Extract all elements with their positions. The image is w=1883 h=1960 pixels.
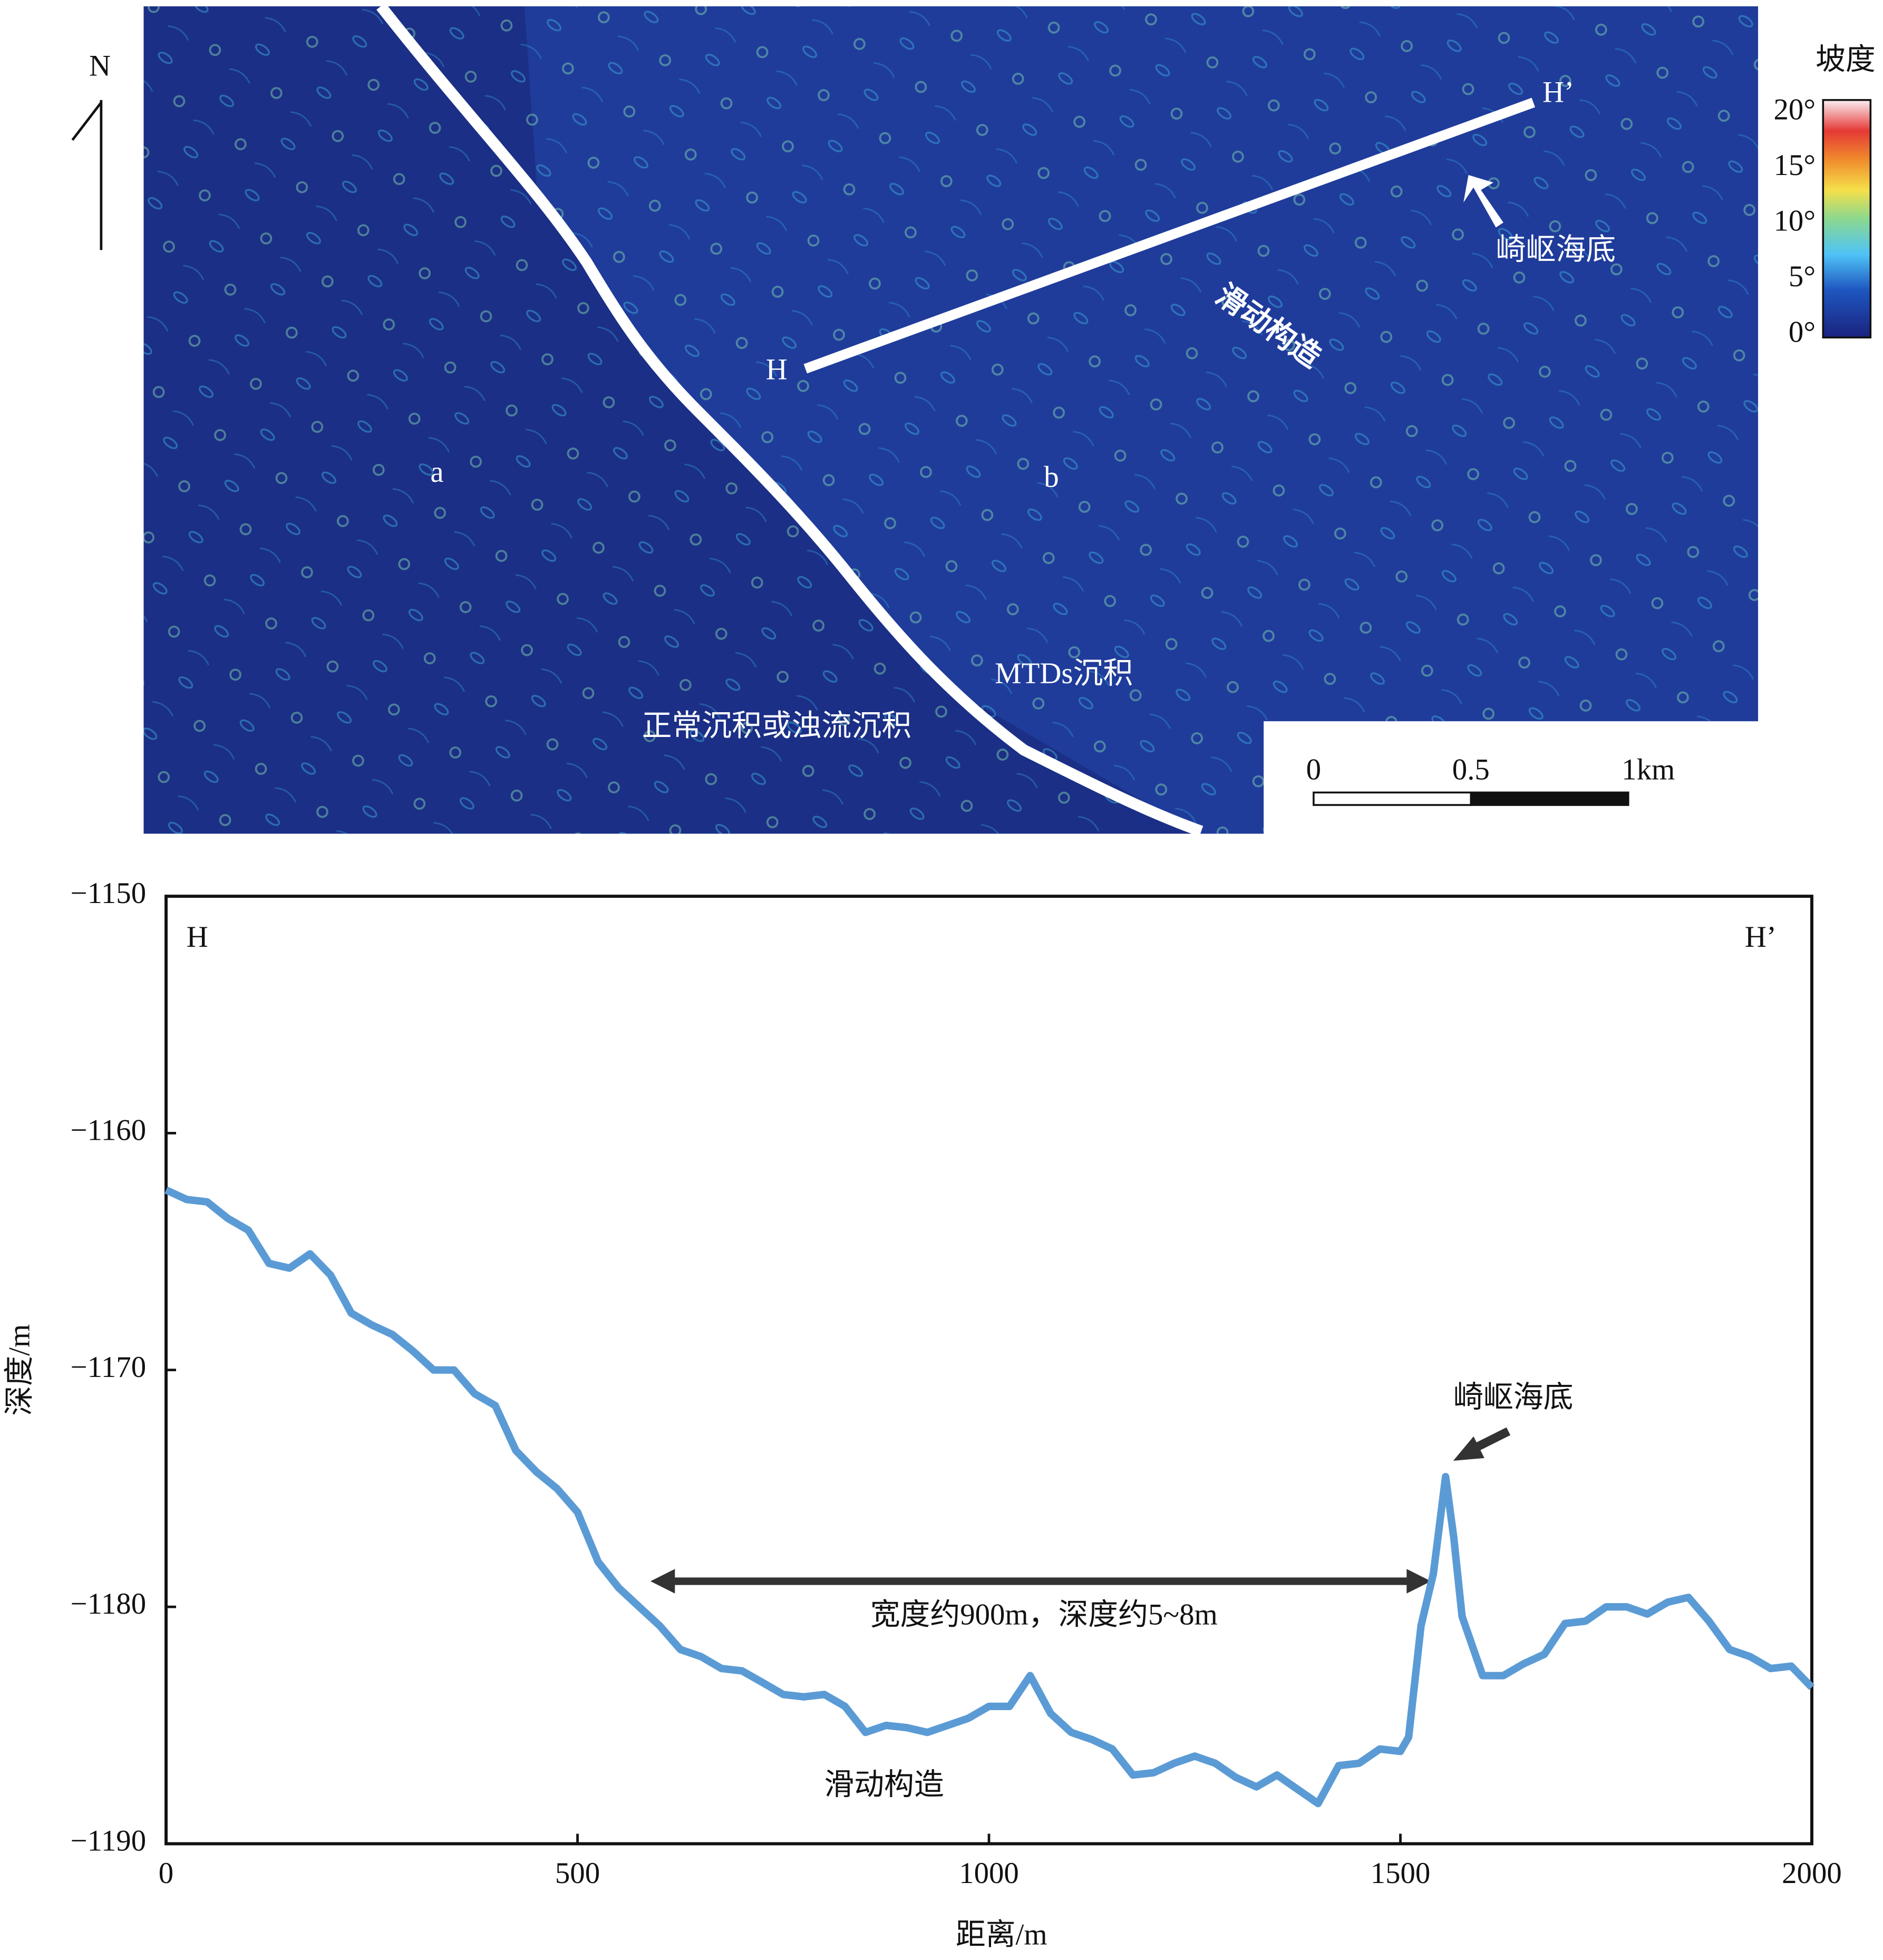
- map-label: H’: [1542, 75, 1574, 109]
- colorbar: [1822, 99, 1872, 338]
- annotation: H: [187, 920, 208, 954]
- scale-label: 0: [1306, 753, 1321, 786]
- scale-label: 1km: [1622, 753, 1675, 786]
- scale-label: 0.5: [1452, 753, 1490, 786]
- annotation: 滑动构造: [824, 1768, 944, 1801]
- legend-label: 15°: [1774, 149, 1816, 182]
- y-tick-label: −1150: [71, 877, 147, 910]
- boundary-line: [376, 6, 1203, 834]
- x-axis-label: 距离/m: [956, 1918, 1047, 1951]
- legend-title: 坡度: [1816, 43, 1876, 76]
- legend-label: 5°: [1789, 260, 1816, 293]
- x-tick-label: 1500: [1371, 1857, 1431, 1890]
- slope-map: [143, 6, 1759, 834]
- map-label: 崎岖海底: [1496, 233, 1616, 266]
- y-axis-label: 深度/m: [3, 1324, 36, 1416]
- north-arrow: [71, 100, 103, 250]
- x-tick-label: 0: [159, 1857, 173, 1890]
- y-tick-label: −1160: [71, 1113, 147, 1147]
- north-label: N: [89, 49, 111, 82]
- annotation: 宽度约900m，深度约5~8m: [870, 1598, 1218, 1631]
- profile-line: [803, 98, 1536, 374]
- map-label: H: [766, 353, 788, 386]
- legend-label: 10°: [1774, 204, 1816, 237]
- span-arrow: [650, 1427, 1511, 1594]
- data-line: [164, 1186, 1815, 1808]
- annotation: H’: [1745, 920, 1777, 954]
- y-tick-label: −1170: [71, 1351, 147, 1384]
- y-tick-label: −1190: [71, 1825, 147, 1858]
- map-label: a: [430, 455, 443, 489]
- scale-bar: [1313, 791, 1629, 806]
- legend-label: 0°: [1789, 316, 1816, 349]
- x-tick-label: 2000: [1782, 1857, 1842, 1890]
- map-label: 正常沉积或浊流沉积: [642, 709, 911, 742]
- map-label: b: [1044, 461, 1059, 494]
- annotation: 崎岖海底: [1453, 1381, 1573, 1414]
- x-tick-label: 1000: [959, 1857, 1019, 1890]
- x-tick-label: 500: [555, 1857, 600, 1890]
- arrow: [1463, 174, 1503, 228]
- legend-label: 20°: [1774, 93, 1816, 126]
- y-tick-label: −1180: [71, 1587, 147, 1621]
- plot-frame: [164, 895, 1813, 1846]
- map-label: MTDs沉积: [995, 657, 1133, 690]
